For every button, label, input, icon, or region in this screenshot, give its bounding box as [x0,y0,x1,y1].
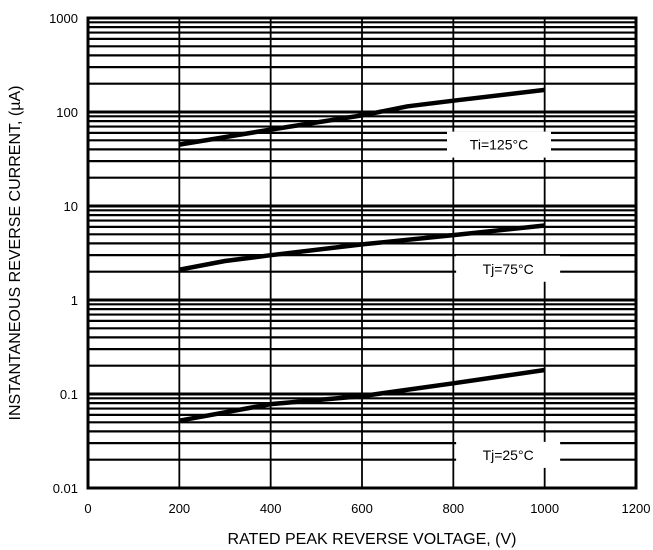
x-axis-label: RATED PEAK REVERSE VOLTAGE, (V) [228,531,517,548]
series-label: Tj=75°C [483,261,534,277]
x-tick-label: 400 [260,501,282,516]
y-tick-label: 10 [64,199,78,214]
x-tick-label: 1000 [530,501,559,516]
series-label: Tj=25°C [483,447,534,463]
x-tick-label: 200 [168,501,190,516]
x-tick-label: 1200 [622,501,651,516]
x-axis-ticks: 0 200 400 600 800 1000 1200 [84,501,650,516]
series-line-2 [178,223,545,272]
y-tick-label: 0.01 [53,481,78,496]
series-layer: Ti=125°C Tj=75°C Tj=25°C [178,87,561,468]
grid [88,18,636,488]
series-label-background [456,441,561,468]
plot-frame [86,16,638,490]
y-tick-label: 100 [56,105,78,120]
series-line-1 [178,87,545,147]
series-label-background [456,255,561,282]
x-tick-label: 800 [442,501,464,516]
x-tick-label: 0 [84,501,91,516]
series-label: Ti=125°C [470,137,528,153]
y-tick-label: 1000 [49,11,78,26]
y-axis-ticks: 0.01 0.1 1 10 100 1000 [49,11,78,496]
x-tick-label: 600 [351,501,373,516]
series-label-background [447,131,551,158]
y-tick-label: 0.1 [60,387,78,402]
y-axis-label: INSTANTANEOUS REVERSE CURRENT, (µA) [7,86,24,421]
y-tick-label: 1 [71,293,78,308]
